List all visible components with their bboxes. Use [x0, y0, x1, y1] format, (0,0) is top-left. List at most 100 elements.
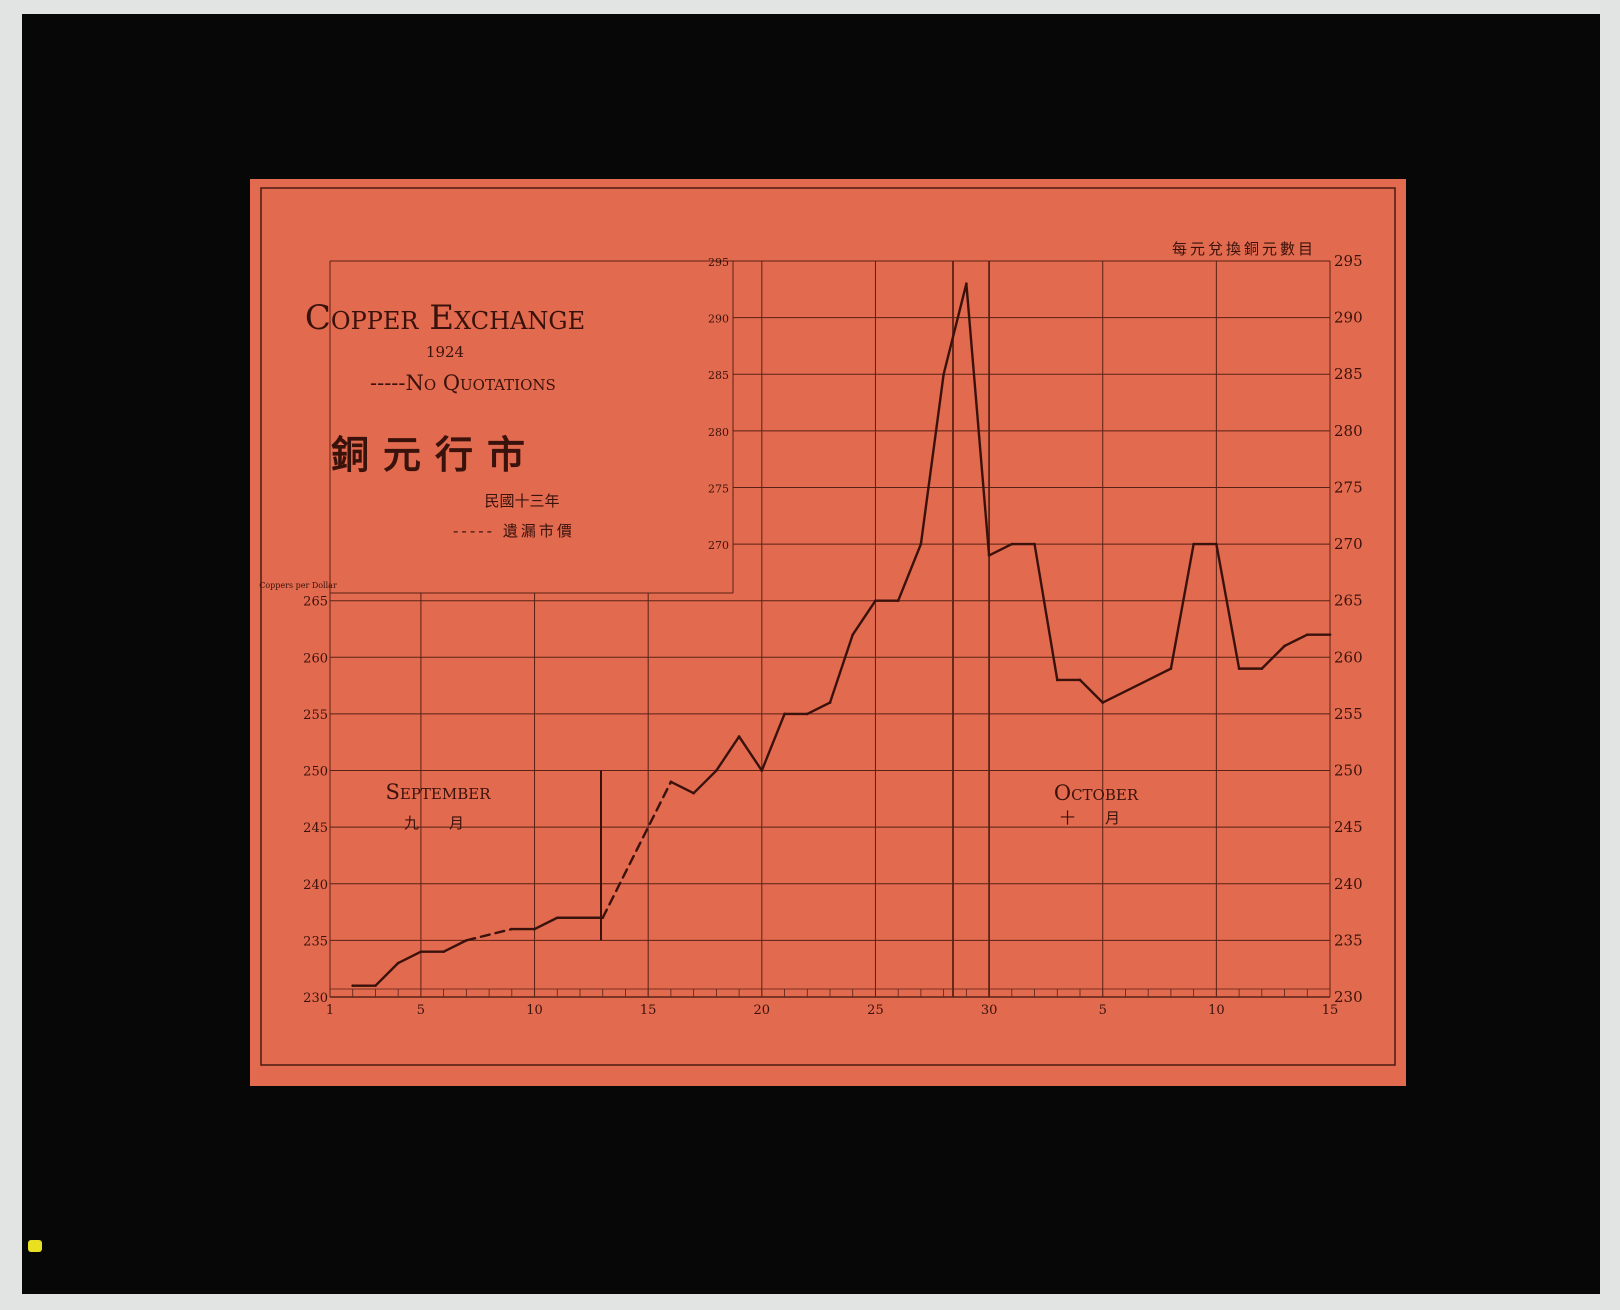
data-point	[1169, 667, 1173, 670]
series-segment	[1078, 678, 1104, 704]
series-segment	[396, 950, 423, 965]
y-tick-label-left: 265	[303, 595, 328, 610]
series-segment	[760, 712, 786, 772]
x-tick-label: 20	[754, 1003, 771, 1018]
data-point	[669, 780, 673, 784]
y-tick-label-left: 240	[303, 878, 328, 893]
data-point	[760, 769, 764, 772]
y-tick-label-right: 255	[1334, 705, 1363, 723]
legend-dashed-label: -----No Quotations	[370, 371, 556, 395]
y-axis-label: Coppers per Dollar	[259, 581, 337, 590]
series-segment	[715, 735, 741, 772]
month-label-october-zh: 十 月	[1060, 809, 1120, 827]
y-tick-label-left: 280	[708, 426, 729, 439]
chart-title: Copper Exchange	[305, 298, 585, 338]
y-tick-label-right: 290	[1334, 309, 1363, 327]
series-segment	[851, 599, 877, 636]
y-tick-label-left: 285	[708, 369, 729, 382]
data-point	[805, 712, 809, 716]
data-point	[1328, 633, 1332, 636]
series-segment	[1260, 644, 1286, 670]
y-tick-label-left: 290	[708, 313, 729, 326]
month-label-september: September	[385, 780, 491, 804]
x-tick-label: 10	[526, 1003, 543, 1018]
data-point	[1101, 701, 1105, 704]
data-point	[601, 916, 605, 920]
grid	[329, 260, 1331, 998]
series-segment-no-quotation	[465, 927, 514, 942]
series-segment	[1101, 667, 1173, 704]
data-point	[783, 712, 786, 716]
series-segment-no-quotation	[601, 780, 673, 919]
series-segment	[965, 282, 991, 557]
data-point	[692, 791, 695, 795]
chart-title-zh: 銅元行市	[331, 433, 539, 477]
data-point	[419, 950, 423, 954]
data-point	[987, 554, 991, 557]
data-point	[351, 984, 355, 987]
y-tick-label-left: 295	[708, 256, 729, 269]
series-segment	[533, 916, 559, 931]
x-tick-label: 5	[1099, 1003, 1107, 1018]
data-point	[1055, 678, 1059, 682]
x-tick-label: 1	[326, 1003, 334, 1018]
y-tick-label-left: 255	[303, 708, 328, 723]
y-axis-label-zh: 每元兌換銅元數目	[1172, 240, 1316, 258]
y-tick-label-left: 270	[708, 539, 729, 552]
series-segment	[987, 542, 1014, 557]
x-tick-label: 5	[417, 1003, 425, 1018]
data-point	[874, 599, 877, 602]
y-tick-label-right: 230	[1334, 988, 1363, 1006]
x-tick-label: 15	[1322, 1003, 1339, 1018]
data-point	[1215, 542, 1218, 546]
data-point	[396, 961, 400, 965]
month-label-october: October	[1054, 781, 1139, 805]
y-tick-label-right: 240	[1334, 875, 1363, 893]
y-tick-label-right: 260	[1334, 648, 1363, 666]
data-point	[1237, 667, 1241, 670]
series-segment	[919, 373, 945, 546]
series-segment	[806, 701, 832, 716]
y-tick-label-left: 250	[303, 765, 328, 780]
series-segment	[1033, 542, 1059, 682]
series-line	[351, 282, 1332, 987]
data-point	[1260, 667, 1264, 670]
y-tick-label-left: 245	[303, 821, 328, 836]
data-point	[1192, 542, 1195, 546]
series-segment	[1169, 542, 1195, 670]
data-point	[1078, 678, 1082, 682]
data-point	[510, 927, 514, 931]
x-tick-label: 30	[981, 1003, 998, 1018]
y-tick-label-left: 275	[708, 482, 729, 495]
chart-subtitle-zh: 民國十三年	[484, 492, 559, 510]
x-tick-label: 15	[640, 1003, 657, 1018]
data-point	[919, 542, 923, 546]
series-segment	[942, 282, 968, 376]
data-point	[737, 735, 741, 738]
data-point	[442, 950, 445, 954]
series-segment	[737, 735, 764, 772]
data-point	[1010, 542, 1014, 546]
data-point	[533, 927, 536, 931]
data-point	[1283, 644, 1286, 648]
data-point	[374, 984, 377, 987]
data-point	[1033, 542, 1036, 546]
data-point	[715, 769, 718, 772]
series-segment	[1215, 542, 1241, 670]
data-point	[1305, 633, 1309, 636]
data-point	[942, 372, 945, 376]
series-segment	[374, 961, 400, 987]
speech-bubble-icon	[28, 1240, 42, 1252]
series-segment	[1283, 633, 1309, 648]
y-tick-label-left: 230	[303, 991, 328, 1006]
series-segment	[442, 939, 468, 953]
chart-card: 230 230 235 235 240 240 245 245 250 250 255 255 260 2…	[250, 179, 1406, 1086]
month-label-september-zh: 九 月	[404, 814, 464, 832]
y-tick-label-right: 270	[1334, 535, 1363, 553]
data-point	[555, 916, 559, 920]
y-tick-label-right: 235	[1334, 931, 1363, 949]
y-tick-label-right: 245	[1334, 818, 1363, 836]
y-tick-label-left: 235	[303, 934, 328, 949]
